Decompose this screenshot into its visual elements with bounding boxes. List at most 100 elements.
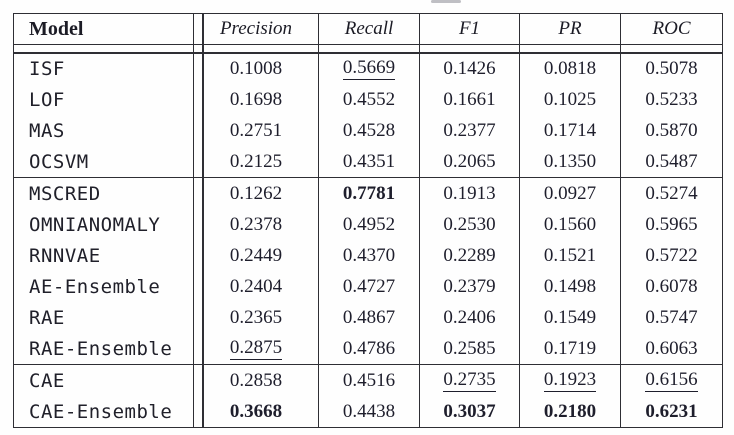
metric-value-text: 0.5747 bbox=[645, 306, 698, 328]
metric-value-text: 0.5078 bbox=[645, 57, 698, 79]
metric-value: 0.4552 bbox=[318, 84, 420, 115]
table-body: ISF 0.1008 0.5669 0.1426 0.0818 0.5078 LOF 0.16… bbox=[13, 44, 723, 428]
table-row: MSCRED 0.1262 0.7781 0.1913 0.0927 0.5274 bbox=[13, 177, 723, 209]
metric-value: 0.1008 bbox=[193, 44, 319, 84]
metric-value-text: 0.1521 bbox=[543, 244, 597, 266]
metric-value: 0.4952 bbox=[318, 209, 420, 240]
metric-value: 0.5965 bbox=[620, 209, 723, 240]
metric-value: 0.5078 bbox=[620, 44, 723, 84]
metric-value-text: 0.6063 bbox=[645, 337, 698, 359]
metric-value-text: 0.1262 bbox=[229, 182, 283, 204]
metric-value-text: 0.1498 bbox=[543, 275, 597, 297]
metric-value: 0.2735 bbox=[419, 364, 520, 396]
metric-value: 0.4516 bbox=[318, 364, 420, 396]
metric-value: 0.4370 bbox=[318, 240, 420, 271]
metric-value: 0.1913 bbox=[419, 177, 520, 209]
metric-value-text: 0.1913 bbox=[443, 182, 496, 204]
model-name: LOF bbox=[13, 84, 194, 115]
metric-value: 0.5487 bbox=[620, 146, 723, 178]
metric-value-text: 0.2530 bbox=[443, 213, 496, 235]
metric-value-text: 0.2125 bbox=[229, 150, 283, 172]
metric-value-text: 0.5233 bbox=[645, 88, 698, 110]
metric-value: 0.2404 bbox=[193, 271, 319, 302]
metric-value-text: 0.5870 bbox=[645, 119, 698, 141]
metric-value: 0.6156 bbox=[620, 364, 723, 396]
column-header-f1: F1 bbox=[419, 13, 520, 45]
metric-value: 0.1661 bbox=[419, 84, 520, 115]
metric-value-text: 0.5722 bbox=[645, 244, 698, 266]
model-name: AE-Ensemble bbox=[13, 271, 194, 302]
metric-value-text: 0.3037 bbox=[443, 400, 496, 422]
metric-value: 0.2585 bbox=[419, 333, 520, 365]
table-row: CAE 0.2858 0.4516 0.2735 0.1923 0.6156 bbox=[13, 364, 723, 396]
metric-value: 0.1698 bbox=[193, 84, 319, 115]
metric-value-text: 0.4370 bbox=[342, 244, 396, 266]
metric-value: 0.2125 bbox=[193, 146, 319, 178]
metric-value-text: 0.7781 bbox=[342, 182, 396, 204]
metric-value-text: 0.2378 bbox=[229, 213, 283, 235]
column-header-model: Model bbox=[13, 13, 194, 45]
metric-value-text: 0.2875 bbox=[229, 337, 283, 360]
cropped-caption-fragment bbox=[431, 0, 461, 3]
metric-value: 0.5722 bbox=[620, 240, 723, 271]
metric-value-text: 0.4516 bbox=[342, 369, 396, 391]
metric-value: 0.1262 bbox=[193, 177, 319, 209]
table-row: RAE-Ensemble 0.2875 0.4786 0.2585 0.1719 0.60… bbox=[13, 333, 723, 365]
metric-value: 0.3668 bbox=[193, 396, 319, 428]
metric-value: 0.7781 bbox=[318, 177, 420, 209]
metric-value-text: 0.4438 bbox=[342, 400, 396, 422]
metric-value-text: 0.1698 bbox=[229, 88, 283, 110]
metric-value: 0.1714 bbox=[519, 115, 621, 146]
model-name: CAE-Ensemble bbox=[13, 396, 194, 428]
table-row: OMNIANOMALY 0.2378 0.4952 0.2530 0.1560 0.596… bbox=[13, 209, 723, 240]
table-row: OCSVM 0.2125 0.4351 0.2065 0.1350 0.5487 bbox=[13, 146, 723, 178]
metric-value: 0.2289 bbox=[419, 240, 520, 271]
header-row: Model Precision Recall F1 PR ROC bbox=[13, 13, 723, 45]
column-header-precision: Precision bbox=[193, 13, 319, 45]
table-row: RNNVAE 0.2449 0.4370 0.2289 0.1521 0.5722 bbox=[13, 240, 723, 271]
metric-value-text: 0.2180 bbox=[543, 400, 597, 422]
metric-value-text: 0.1560 bbox=[543, 213, 597, 235]
column-header-recall: Recall bbox=[318, 13, 420, 45]
metric-value: 0.0818 bbox=[519, 44, 621, 84]
metric-value: 0.4867 bbox=[318, 302, 420, 333]
metric-value: 0.2379 bbox=[419, 271, 520, 302]
metric-value-text: 0.1719 bbox=[543, 337, 597, 359]
table-row: CAE-Ensemble 0.3668 0.4438 0.3037 0.2180 0.62… bbox=[13, 396, 723, 428]
metric-value: 0.5747 bbox=[620, 302, 723, 333]
results-table: Model Precision Recall F1 PR ROC ISF 0.10… bbox=[13, 13, 723, 428]
metric-value: 0.1426 bbox=[419, 44, 520, 84]
metric-value-text: 0.4952 bbox=[342, 213, 396, 235]
metrics-table: Model Precision Recall F1 PR ROC ISF 0.10… bbox=[13, 13, 723, 428]
table-row: RAE 0.2365 0.4867 0.2406 0.1549 0.5747 bbox=[13, 302, 723, 333]
metric-value-text: 0.1008 bbox=[229, 57, 283, 79]
model-name: MAS bbox=[13, 115, 194, 146]
metric-value-text: 0.4528 bbox=[342, 119, 396, 141]
metric-value: 0.2751 bbox=[193, 115, 319, 146]
metric-value-text: 0.2065 bbox=[443, 150, 496, 172]
metric-value-text: 0.2377 bbox=[443, 119, 496, 141]
metric-value: 0.2365 bbox=[193, 302, 319, 333]
metric-value: 0.1498 bbox=[519, 271, 621, 302]
model-name: RAE-Ensemble bbox=[13, 333, 194, 365]
metric-value: 0.3037 bbox=[419, 396, 520, 428]
model-name: CAE bbox=[13, 364, 194, 396]
metric-value-text: 0.1714 bbox=[543, 119, 597, 141]
metric-value: 0.6078 bbox=[620, 271, 723, 302]
metric-value-text: 0.2289 bbox=[443, 244, 496, 266]
metric-value: 0.2180 bbox=[519, 396, 621, 428]
metric-value-text: 0.6156 bbox=[645, 369, 698, 392]
metric-value: 0.4438 bbox=[318, 396, 420, 428]
metric-value: 0.4528 bbox=[318, 115, 420, 146]
metric-value-text: 0.2735 bbox=[443, 369, 496, 392]
metric-value-text: 0.0818 bbox=[543, 57, 597, 79]
metric-value: 0.6063 bbox=[620, 333, 723, 365]
metric-value-text: 0.1549 bbox=[543, 306, 597, 328]
metric-value-text: 0.4351 bbox=[342, 150, 396, 172]
metric-value-text: 0.0927 bbox=[543, 182, 597, 204]
metric-value: 0.4351 bbox=[318, 146, 420, 178]
metric-value-text: 0.4727 bbox=[342, 275, 396, 297]
metric-value-text: 0.5274 bbox=[645, 182, 698, 204]
model-name: RAE bbox=[13, 302, 194, 333]
table-row: AE-Ensemble 0.2404 0.4727 0.2379 0.1498 0.607… bbox=[13, 271, 723, 302]
